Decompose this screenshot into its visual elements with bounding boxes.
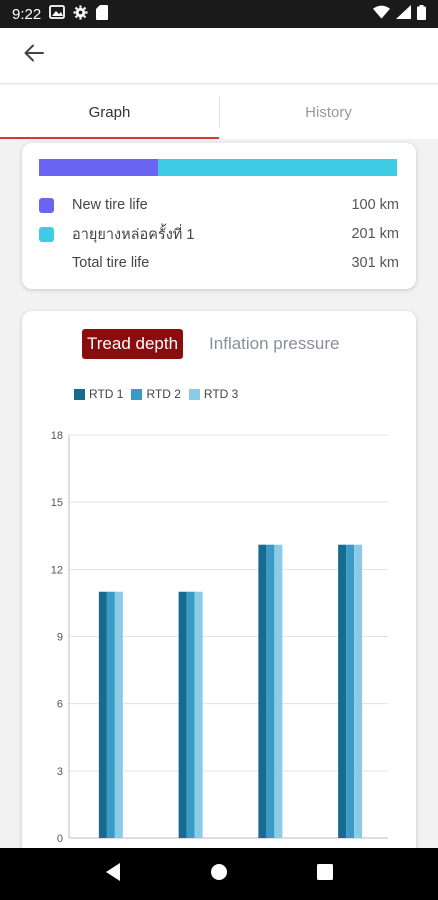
nav-home-button[interactable]: [204, 859, 234, 889]
nav-recents-button[interactable]: [310, 859, 340, 889]
life-row-value: 301 km: [351, 255, 399, 271]
life-row-value: 100 km: [351, 197, 399, 213]
status-bar: 9:22: [0, 0, 438, 28]
y-tick-label: 3: [57, 766, 63, 778]
tab-bar: Graph History: [0, 85, 438, 139]
new-tire-color-dot: [39, 197, 54, 213]
legend-swatch: [74, 388, 85, 400]
legend-swatch: [188, 388, 200, 400]
bar-rtd-3-3[interactable]: [354, 544, 363, 838]
y-tick-label: 18: [51, 430, 63, 442]
status-time: 9:22: [12, 5, 42, 23]
bar-rtd-2-2[interactable]: [266, 544, 275, 838]
system-nav-bar: [0, 848, 438, 900]
life-row-value: 201 km: [351, 226, 399, 242]
sd-card-icon: [96, 4, 109, 24]
total-spacer: [39, 256, 54, 271]
tab-graph-label: Graph: [88, 103, 131, 121]
tire-life-card: New tire life 100 km อายุยางหล่อครั้งที่…: [22, 143, 416, 289]
bar-rtd-1-0[interactable]: [98, 591, 107, 838]
bar-rtd-1-1[interactable]: [178, 591, 187, 838]
legend-item-rtd1: RTD 1: [74, 387, 123, 401]
app-bar: [0, 28, 438, 84]
home-circle-icon: [210, 863, 228, 886]
bar-rtd-2-3[interactable]: [346, 544, 355, 838]
bar-rtd-2-0[interactable]: [106, 591, 115, 838]
life-row-label: Total tire life: [72, 255, 150, 271]
chart-legend: RTD 1 RTD 2 RTD 3: [74, 387, 238, 401]
tread-depth-chart: 0 3 6 9 12 15 18: [51, 430, 388, 845]
bar-rtd-2-1[interactable]: [186, 591, 195, 838]
y-tick-label: 15: [51, 497, 63, 509]
tab-history[interactable]: History: [219, 85, 438, 139]
chart-card: Tread depth Inflation pressure RTD 1 RTD…: [22, 311, 416, 871]
bar-rtd-3-1[interactable]: [194, 591, 203, 838]
wifi-icon: [373, 5, 390, 23]
tab-history-label: History: [305, 103, 352, 121]
y-tick-label: 12: [51, 564, 63, 576]
y-tick-label: 0: [57, 833, 63, 845]
back-triangle-icon: [104, 862, 122, 887]
tab-divider: [219, 97, 220, 127]
arrow-left-icon: [24, 44, 44, 67]
legend-item-rtd3: RTD 3: [188, 387, 239, 401]
nav-back-button[interactable]: [98, 859, 128, 889]
legend-label: RTD 3: [203, 387, 239, 401]
new-tire-life-segment: [39, 159, 158, 176]
retread-color-dot: [39, 226, 54, 242]
legend-item-rtd2: RTD 2: [131, 387, 181, 401]
life-row-retread: อายุยางหล่อครั้งที่ 1 201 km: [39, 222, 399, 246]
y-tick-label: 6: [57, 699, 63, 711]
legend-label: RTD 1: [89, 387, 124, 401]
bar-rtd-3-0[interactable]: [114, 591, 123, 838]
y-tick-label: 9: [57, 632, 63, 644]
gear-icon: [73, 4, 88, 24]
back-button[interactable]: [20, 42, 48, 70]
retread-life-segment: [157, 159, 397, 176]
bar-rtd-1-2[interactable]: [258, 544, 267, 838]
tread-depth-toggle[interactable]: Tread depth: [82, 329, 184, 359]
recents-square-icon: [317, 863, 333, 885]
legend-label: RTD 2: [146, 387, 181, 401]
life-row-label: New tire life: [72, 197, 148, 213]
life-row-label: อายุยางหล่อครั้งที่ 1: [72, 226, 195, 243]
legend-swatch: [131, 388, 143, 400]
tab-graph[interactable]: Graph: [0, 85, 219, 139]
inflation-pressure-toggle[interactable]: Inflation pressure: [209, 334, 340, 353]
chart-toggle: Tread depth Inflation pressure: [82, 329, 339, 359]
signal-icon: [396, 5, 411, 23]
life-row-new: New tire life 100 km: [39, 193, 399, 217]
bar-rtd-1-3[interactable]: [338, 544, 347, 838]
life-row-total: Total tire life 301 km: [39, 251, 399, 275]
tire-life-bar: [39, 159, 397, 176]
battery-icon: [417, 4, 426, 24]
image-icon: [49, 5, 66, 23]
bar-rtd-3-2[interactable]: [274, 544, 283, 838]
